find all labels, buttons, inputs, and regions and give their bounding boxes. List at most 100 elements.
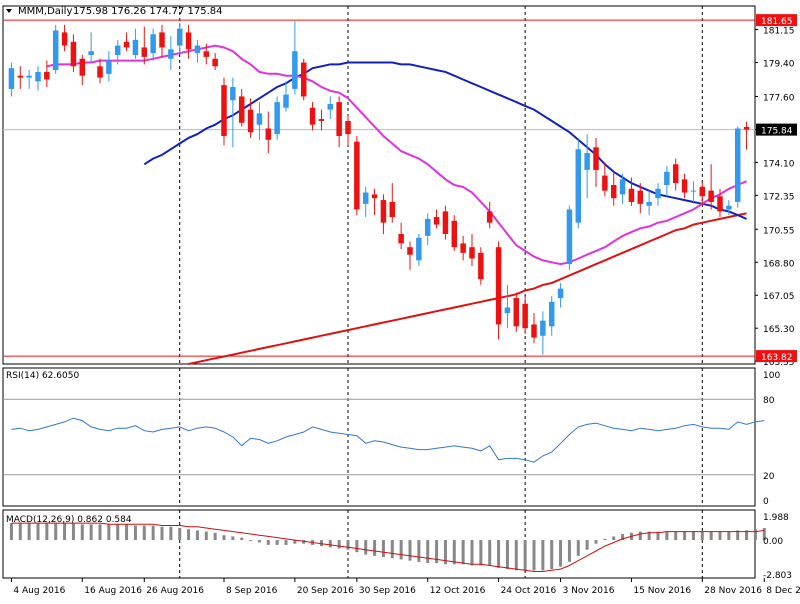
candle xyxy=(292,21,298,95)
ma-mid-line xyxy=(143,61,747,220)
dropdown-arrow-icon[interactable] xyxy=(6,9,12,13)
candle-body xyxy=(416,237,422,261)
candle-body xyxy=(655,188,661,199)
level-badge xyxy=(756,14,797,27)
macd-histogram-bar xyxy=(727,531,731,541)
candle xyxy=(176,22,183,54)
macd-histogram-bar xyxy=(187,529,191,541)
macd-histogram-bar xyxy=(80,524,84,541)
candle-body xyxy=(256,113,263,125)
candle xyxy=(230,77,236,148)
macd-histogram-bar xyxy=(302,540,306,544)
macd-histogram-bar xyxy=(488,540,492,566)
candle xyxy=(681,173,688,199)
candle-body xyxy=(460,243,466,253)
candle-body xyxy=(531,324,537,338)
candle-body xyxy=(52,30,59,71)
macd-histogram-bar xyxy=(169,526,173,541)
candle-body xyxy=(628,188,635,202)
candle-body xyxy=(35,71,41,82)
rsi-tick-label: 0 xyxy=(763,497,769,507)
candle xyxy=(141,26,148,65)
macd-histogram-bar xyxy=(381,540,385,558)
macd-histogram-bar xyxy=(461,540,465,565)
price-tick-label: 163.55 xyxy=(763,358,795,368)
time-tick-label: 8 Sep 2016 xyxy=(226,586,278,596)
candle xyxy=(513,292,520,332)
macd-histogram-bar xyxy=(178,527,182,541)
time-tick-label: 26 Aug 2016 xyxy=(146,586,204,596)
panel-frame-0 xyxy=(2,5,756,365)
candle xyxy=(380,194,387,234)
candle xyxy=(646,190,652,216)
macd-histogram-bar xyxy=(195,530,199,541)
macd-histogram-bar xyxy=(718,531,722,541)
candle-body xyxy=(380,200,387,223)
macd-histogram-bar xyxy=(151,525,155,541)
macd-histogram-bar xyxy=(435,540,439,564)
candle-body xyxy=(699,186,706,197)
macd-histogram-bar xyxy=(505,540,509,570)
macd-histogram-bar xyxy=(541,540,545,571)
candle-body xyxy=(602,175,608,191)
macd-histogram-bar xyxy=(399,540,403,560)
candle-body xyxy=(159,32,165,48)
candle-body xyxy=(672,164,679,184)
candle-body xyxy=(743,126,750,130)
macd-histogram-bar xyxy=(479,540,483,566)
macd-histogram-bar xyxy=(18,523,22,541)
macd-histogram-bar xyxy=(497,540,501,568)
rsi-title: RSI(14) 62.6050 xyxy=(6,371,79,381)
candle-body xyxy=(79,58,86,76)
macd-histogram-bar xyxy=(231,536,235,541)
candle-body xyxy=(247,109,254,133)
macd-histogram-bar xyxy=(638,531,642,541)
candle xyxy=(478,247,484,285)
candle-body xyxy=(318,119,325,121)
time-tick-label: 8 Dec 2016 xyxy=(766,586,800,596)
candle xyxy=(486,201,493,229)
candle xyxy=(212,53,218,71)
candle xyxy=(238,88,245,127)
candle-body xyxy=(345,120,351,135)
rsi-tick-label: 20 xyxy=(763,472,775,482)
candle-body xyxy=(88,51,94,55)
candle xyxy=(336,96,342,148)
macd-histogram-bar xyxy=(745,530,749,541)
time-tick-label: 12 Oct 2016 xyxy=(430,586,486,596)
candle-body xyxy=(265,128,272,140)
candle xyxy=(318,109,325,131)
level-badge-label: 181.65 xyxy=(761,17,793,27)
candle xyxy=(35,66,41,91)
candle-body xyxy=(176,28,183,46)
candle-body xyxy=(495,247,502,325)
ma-slow-line xyxy=(188,212,747,365)
macd-title: MACD(12,26,9) 0.862 0.584 xyxy=(6,515,132,525)
candle xyxy=(637,183,644,214)
candle xyxy=(8,62,15,97)
candle-body xyxy=(442,211,449,234)
price-tick-label: 181.15 xyxy=(763,27,795,37)
candle-body xyxy=(637,190,644,204)
rsi-tick-label: 80 xyxy=(763,396,775,406)
candle xyxy=(442,205,449,240)
candle-body xyxy=(17,75,24,78)
candle xyxy=(309,102,316,131)
candle-body xyxy=(141,47,148,57)
macd-label: MACD(12,26,9) 0.862 0.584 xyxy=(6,515,132,525)
candle xyxy=(522,296,528,334)
macd-histogram-bar xyxy=(257,540,261,543)
candle xyxy=(389,183,396,223)
candle xyxy=(88,32,94,63)
macd-histogram-bar xyxy=(514,540,518,571)
candle xyxy=(460,235,466,261)
candle xyxy=(557,282,564,308)
candle xyxy=(540,311,546,355)
candle xyxy=(593,137,599,187)
horizontal-levels xyxy=(3,19,755,357)
macd-histogram-bar xyxy=(585,540,589,550)
candle-body xyxy=(610,185,617,199)
candle-body xyxy=(203,51,210,57)
